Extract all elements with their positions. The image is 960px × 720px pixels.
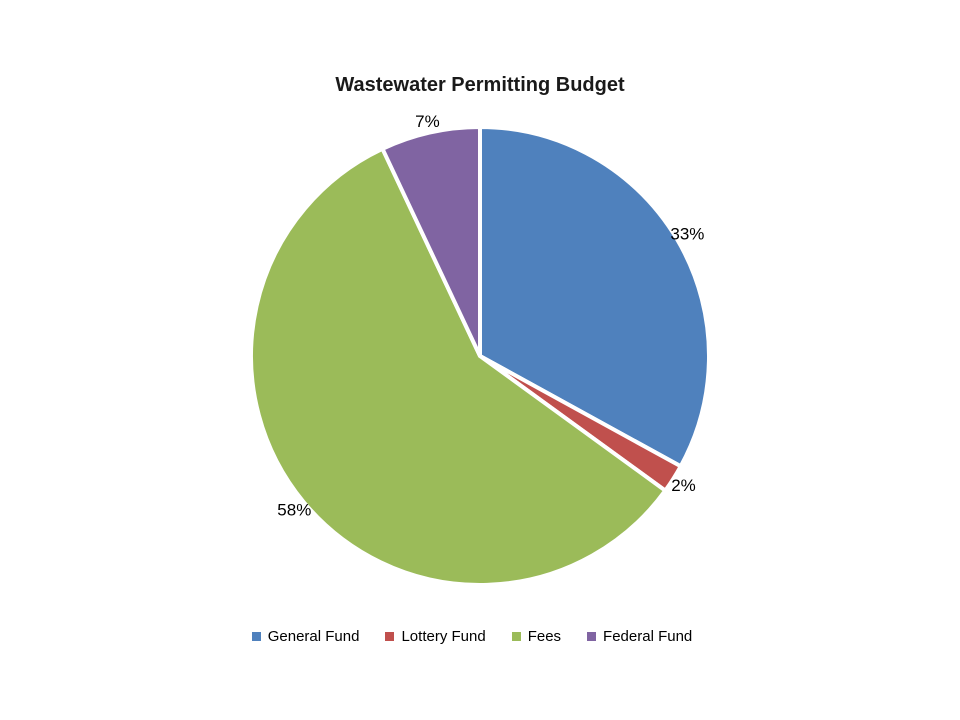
pie-value-label-lottery-fund: 2%: [671, 476, 696, 495]
pie-slice-general-fund: [478, 125, 711, 469]
pie-slice-fees: [249, 146, 668, 587]
legend-swatch-icon: [587, 631, 597, 641]
legend-swatch-icon: [385, 631, 395, 641]
pie-value-label-federal-fund: 7%: [415, 112, 440, 131]
pie-value-label-general-fund: 33%: [670, 224, 704, 243]
legend-item-federal-fund: Federal Fund: [587, 628, 692, 645]
legend-swatch-icon: [251, 631, 261, 641]
legend-item-general-fund: General Fund: [251, 627, 360, 645]
chart-title: Wastewater Permitting Budget: [335, 74, 625, 96]
pie-value-label-fees: 58%: [277, 501, 311, 520]
chart-legend: General Fund Lottery Fund Fees Federal Fund: [0, 625, 952, 647]
legend-label: General Fund: [267, 627, 360, 645]
legend-swatch-icon: [511, 631, 521, 641]
legend-label: Fees: [527, 627, 562, 645]
pie-slice-federal-fund: [380, 125, 482, 358]
legend-item-fees: Fees: [511, 627, 562, 645]
legend-label: Federal Fund: [603, 627, 693, 645]
legend-item-lottery-fund: Lottery Fund: [385, 627, 486, 645]
legend-label: Lottery Fund: [401, 627, 486, 645]
